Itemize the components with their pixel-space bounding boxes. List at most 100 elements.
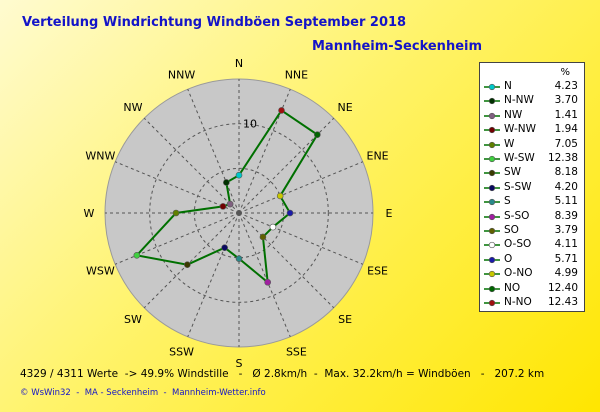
direction-label-n: N <box>235 57 243 70</box>
legend-row: S-SW 4.20 <box>482 181 582 195</box>
grid-spoke <box>143 117 240 214</box>
legend-marker <box>484 141 500 148</box>
data-point-s <box>235 255 243 262</box>
legend-value: 4.23 <box>554 80 578 92</box>
legend: % N 4.23 N-NW 3.70 NW 1.41 W-NW 1.94 W 7.05 W-SW 12… <box>479 62 585 312</box>
legend-label: O <box>504 252 513 265</box>
grid-spoke <box>115 212 240 265</box>
legend-value: 3.79 <box>554 224 578 236</box>
legend-marker <box>484 199 500 206</box>
data-point-ese <box>269 223 277 231</box>
legend-marker <box>484 184 500 191</box>
grid-spoke <box>115 161 240 214</box>
grid-spoke <box>238 212 291 337</box>
data-point-se <box>259 233 267 241</box>
legend-marker <box>484 170 500 177</box>
data-point-w <box>172 209 180 217</box>
grid-ring <box>149 123 329 303</box>
legend-label: O-SO <box>504 238 532 251</box>
legend-label: SW <box>504 166 522 179</box>
direction-label-ssw: SSW <box>169 346 194 359</box>
legend-value: 1.41 <box>554 108 578 121</box>
legend-label: NO <box>504 281 521 294</box>
credits: © WsWin32 - MA - Seckenheim - Mannheim-W… <box>20 388 266 398</box>
legend-row: NO 12.40 <box>482 282 582 296</box>
radial-tick-label: 10 <box>243 118 257 131</box>
grid-spoke <box>238 117 335 214</box>
legend-marker <box>484 271 500 278</box>
direction-label-wnw: WNW <box>85 150 115 163</box>
legend-label: NW <box>504 108 523 121</box>
legend-marker <box>484 299 500 307</box>
legend-label: SO <box>504 224 519 236</box>
legend-row: O 5.71 <box>482 253 582 267</box>
grid-spoke <box>238 89 291 214</box>
data-point-sw <box>184 261 191 268</box>
legend-row: SW 8.18 <box>482 166 582 180</box>
legend-label: W-SW <box>504 152 535 164</box>
data-point-ne <box>314 131 321 138</box>
direction-label-ese: ESE <box>367 264 388 277</box>
legend-label: S <box>504 195 511 208</box>
direction-label-sse: SSE <box>286 346 307 359</box>
legend-label: W-NW <box>504 123 536 136</box>
legend-row: SO 3.79 <box>482 224 582 238</box>
direction-label-sw: SW <box>124 313 142 326</box>
legend-value: 12.43 <box>547 296 578 308</box>
direction-label-se: SE <box>338 313 352 326</box>
legend-value: 8.39 <box>554 209 578 222</box>
direction-label-e: E <box>386 207 393 220</box>
legend-row: S 5.11 <box>482 195 582 209</box>
legend-value: 8.18 <box>554 166 578 179</box>
legend-row: N 4.23 <box>482 80 582 94</box>
legend-label: N <box>504 80 512 92</box>
direction-label-wsw: WSW <box>86 264 115 277</box>
grid-spoke <box>238 212 335 309</box>
legend-value: 4.99 <box>554 267 578 280</box>
legend-value: 4.20 <box>554 180 578 193</box>
data-point-wsw <box>133 252 141 259</box>
legend-marker <box>484 83 500 91</box>
grid-spoke <box>187 212 240 337</box>
data-point-e <box>286 209 294 217</box>
grid-spoke <box>143 212 240 309</box>
legend-marker <box>484 127 500 134</box>
legend-row: W 7.05 <box>482 138 582 152</box>
data-point-wnw <box>219 203 227 210</box>
legend-row: W-NW 1.94 <box>482 123 582 137</box>
legend-label: N-NO <box>504 296 532 308</box>
data-point-sse <box>264 278 271 286</box>
legend-row: N-NO 12.43 <box>482 296 582 310</box>
direction-label-w: W <box>84 207 95 220</box>
grid-spoke <box>238 161 363 214</box>
grid-spoke <box>238 212 363 265</box>
legend-label: S-SO <box>504 209 530 222</box>
legend-marker <box>484 285 500 292</box>
direction-label-s: S <box>236 357 243 370</box>
legend-marker <box>484 98 500 105</box>
legend-marker <box>484 242 500 249</box>
grid-spoke <box>187 89 240 214</box>
direction-label-ene: ENE <box>367 150 389 163</box>
data-point-n <box>235 171 243 179</box>
legend-value: 1.94 <box>554 123 578 136</box>
legend-label: O-NO <box>504 267 533 280</box>
data-point-ene <box>276 192 284 200</box>
legend-label: W <box>504 137 515 150</box>
legend-label: S-SW <box>504 180 532 193</box>
chart-subtitle: Mannheim-Seckenheim <box>312 39 483 54</box>
legend-row: NW 1.41 <box>482 109 582 123</box>
legend-marker <box>484 256 500 263</box>
legend-row: O-NO 4.99 <box>482 267 582 281</box>
legend-marker <box>484 227 500 235</box>
direction-label-nnw: NNW <box>168 68 195 81</box>
legend-value: 7.05 <box>554 137 578 150</box>
legend-header: % <box>560 67 570 78</box>
chart-title: Verteilung Windrichtung Windböen Septemb… <box>22 15 407 30</box>
legend-marker <box>484 213 500 220</box>
legend-marker <box>484 112 500 119</box>
direction-label-nw: NW <box>123 101 142 114</box>
legend-value: 4.11 <box>554 238 578 251</box>
legend-row: S-SO 8.39 <box>482 210 582 224</box>
